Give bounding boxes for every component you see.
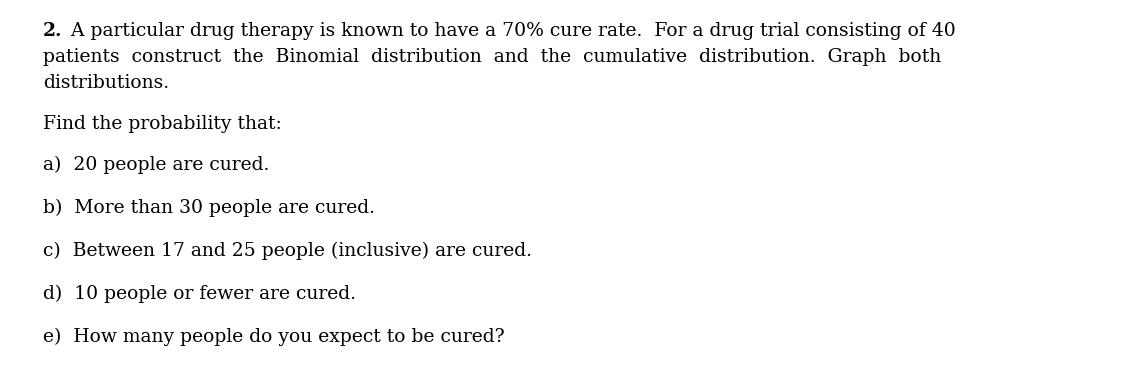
Text: a)  20 people are cured.: a) 20 people are cured. [43, 156, 269, 174]
Text: 2.: 2. [43, 22, 63, 40]
Text: b)  More than 30 people are cured.: b) More than 30 people are cured. [43, 199, 375, 217]
Text: Find the probability that:: Find the probability that: [43, 115, 282, 133]
Text: e)  How many people do you expect to be cured?: e) How many people do you expect to be c… [43, 328, 504, 346]
Text: distributions.: distributions. [43, 74, 169, 92]
Text: c)  Between 17 and 25 people (inclusive) are cured.: c) Between 17 and 25 people (inclusive) … [43, 242, 531, 260]
Text: patients  construct  the  Binomial  distribution  and  the  cumulative  distribu: patients construct the Binomial distribu… [43, 48, 941, 66]
Text: A particular drug therapy is known to have a 70% cure rate.  For a drug trial co: A particular drug therapy is known to ha… [65, 22, 956, 40]
Text: d)  10 people or fewer are cured.: d) 10 people or fewer are cured. [43, 285, 356, 303]
